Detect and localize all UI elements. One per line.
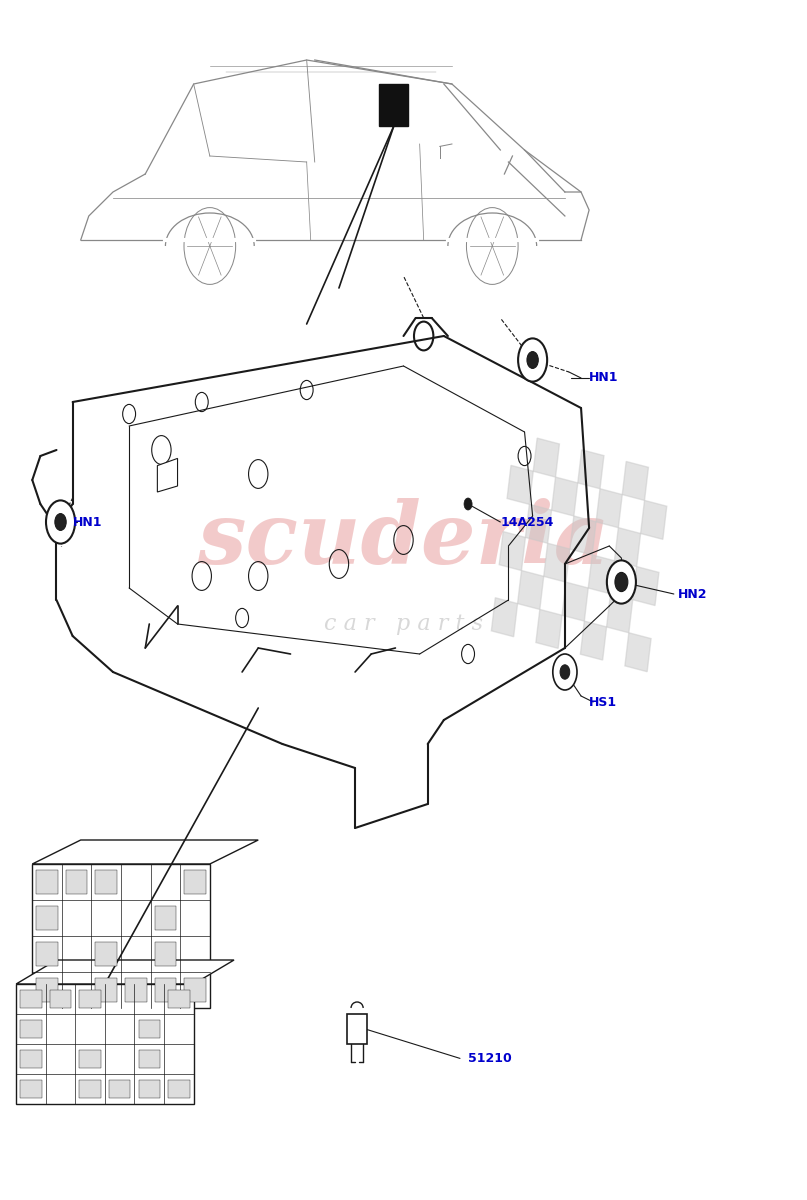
Polygon shape: [379, 84, 408, 126]
Polygon shape: [525, 504, 552, 544]
Circle shape: [518, 338, 547, 382]
Polygon shape: [20, 990, 42, 1008]
Text: HN1: HN1: [73, 516, 102, 528]
Circle shape: [607, 560, 636, 604]
Polygon shape: [20, 1050, 42, 1068]
Polygon shape: [79, 1080, 101, 1098]
Polygon shape: [16, 960, 234, 984]
Polygon shape: [36, 942, 58, 966]
Text: c a r   p a r t s: c a r p a r t s: [324, 613, 483, 635]
Polygon shape: [184, 870, 206, 894]
Text: 14A254: 14A254: [500, 516, 554, 528]
Polygon shape: [32, 840, 258, 864]
Polygon shape: [36, 906, 58, 930]
Polygon shape: [36, 870, 58, 894]
Polygon shape: [95, 942, 117, 966]
Polygon shape: [36, 978, 58, 1002]
Polygon shape: [79, 1050, 101, 1068]
Polygon shape: [125, 978, 147, 1002]
Polygon shape: [614, 528, 641, 566]
Circle shape: [46, 500, 75, 544]
Polygon shape: [168, 1080, 190, 1098]
Polygon shape: [155, 942, 176, 966]
Circle shape: [55, 514, 66, 530]
Text: scuderia: scuderia: [197, 498, 610, 582]
Text: HS1: HS1: [589, 696, 617, 708]
Text: HN1: HN1: [589, 372, 619, 384]
Polygon shape: [517, 570, 544, 610]
Polygon shape: [544, 544, 570, 582]
Polygon shape: [580, 622, 607, 660]
Polygon shape: [552, 478, 578, 516]
Polygon shape: [578, 450, 604, 488]
Polygon shape: [95, 870, 117, 894]
Polygon shape: [588, 554, 614, 594]
Polygon shape: [570, 516, 596, 554]
Polygon shape: [622, 462, 649, 500]
Polygon shape: [32, 864, 210, 1008]
Polygon shape: [596, 488, 622, 528]
Polygon shape: [500, 532, 525, 570]
Circle shape: [553, 654, 577, 690]
Text: 51210: 51210: [468, 1052, 512, 1064]
Polygon shape: [139, 1080, 160, 1098]
Polygon shape: [641, 500, 667, 539]
Polygon shape: [157, 458, 178, 492]
Polygon shape: [184, 978, 206, 1002]
Polygon shape: [95, 978, 117, 1002]
Polygon shape: [155, 978, 176, 1002]
Polygon shape: [66, 870, 87, 894]
Polygon shape: [139, 1050, 160, 1068]
Polygon shape: [109, 1080, 131, 1098]
Polygon shape: [347, 1014, 367, 1044]
Polygon shape: [562, 582, 588, 622]
Polygon shape: [625, 632, 651, 672]
Polygon shape: [16, 984, 194, 1104]
Circle shape: [560, 665, 570, 679]
Polygon shape: [20, 1080, 42, 1098]
Polygon shape: [20, 1020, 42, 1038]
Circle shape: [615, 572, 628, 592]
Polygon shape: [607, 594, 633, 632]
Polygon shape: [633, 566, 659, 606]
Polygon shape: [155, 906, 176, 930]
Polygon shape: [536, 610, 562, 648]
Polygon shape: [50, 990, 71, 1008]
Circle shape: [464, 498, 472, 510]
Polygon shape: [533, 438, 559, 478]
Polygon shape: [491, 598, 517, 637]
Polygon shape: [507, 466, 533, 504]
Circle shape: [527, 352, 538, 368]
Text: HN2: HN2: [678, 588, 708, 600]
Polygon shape: [79, 990, 101, 1008]
Polygon shape: [168, 990, 190, 1008]
Polygon shape: [139, 1020, 160, 1038]
